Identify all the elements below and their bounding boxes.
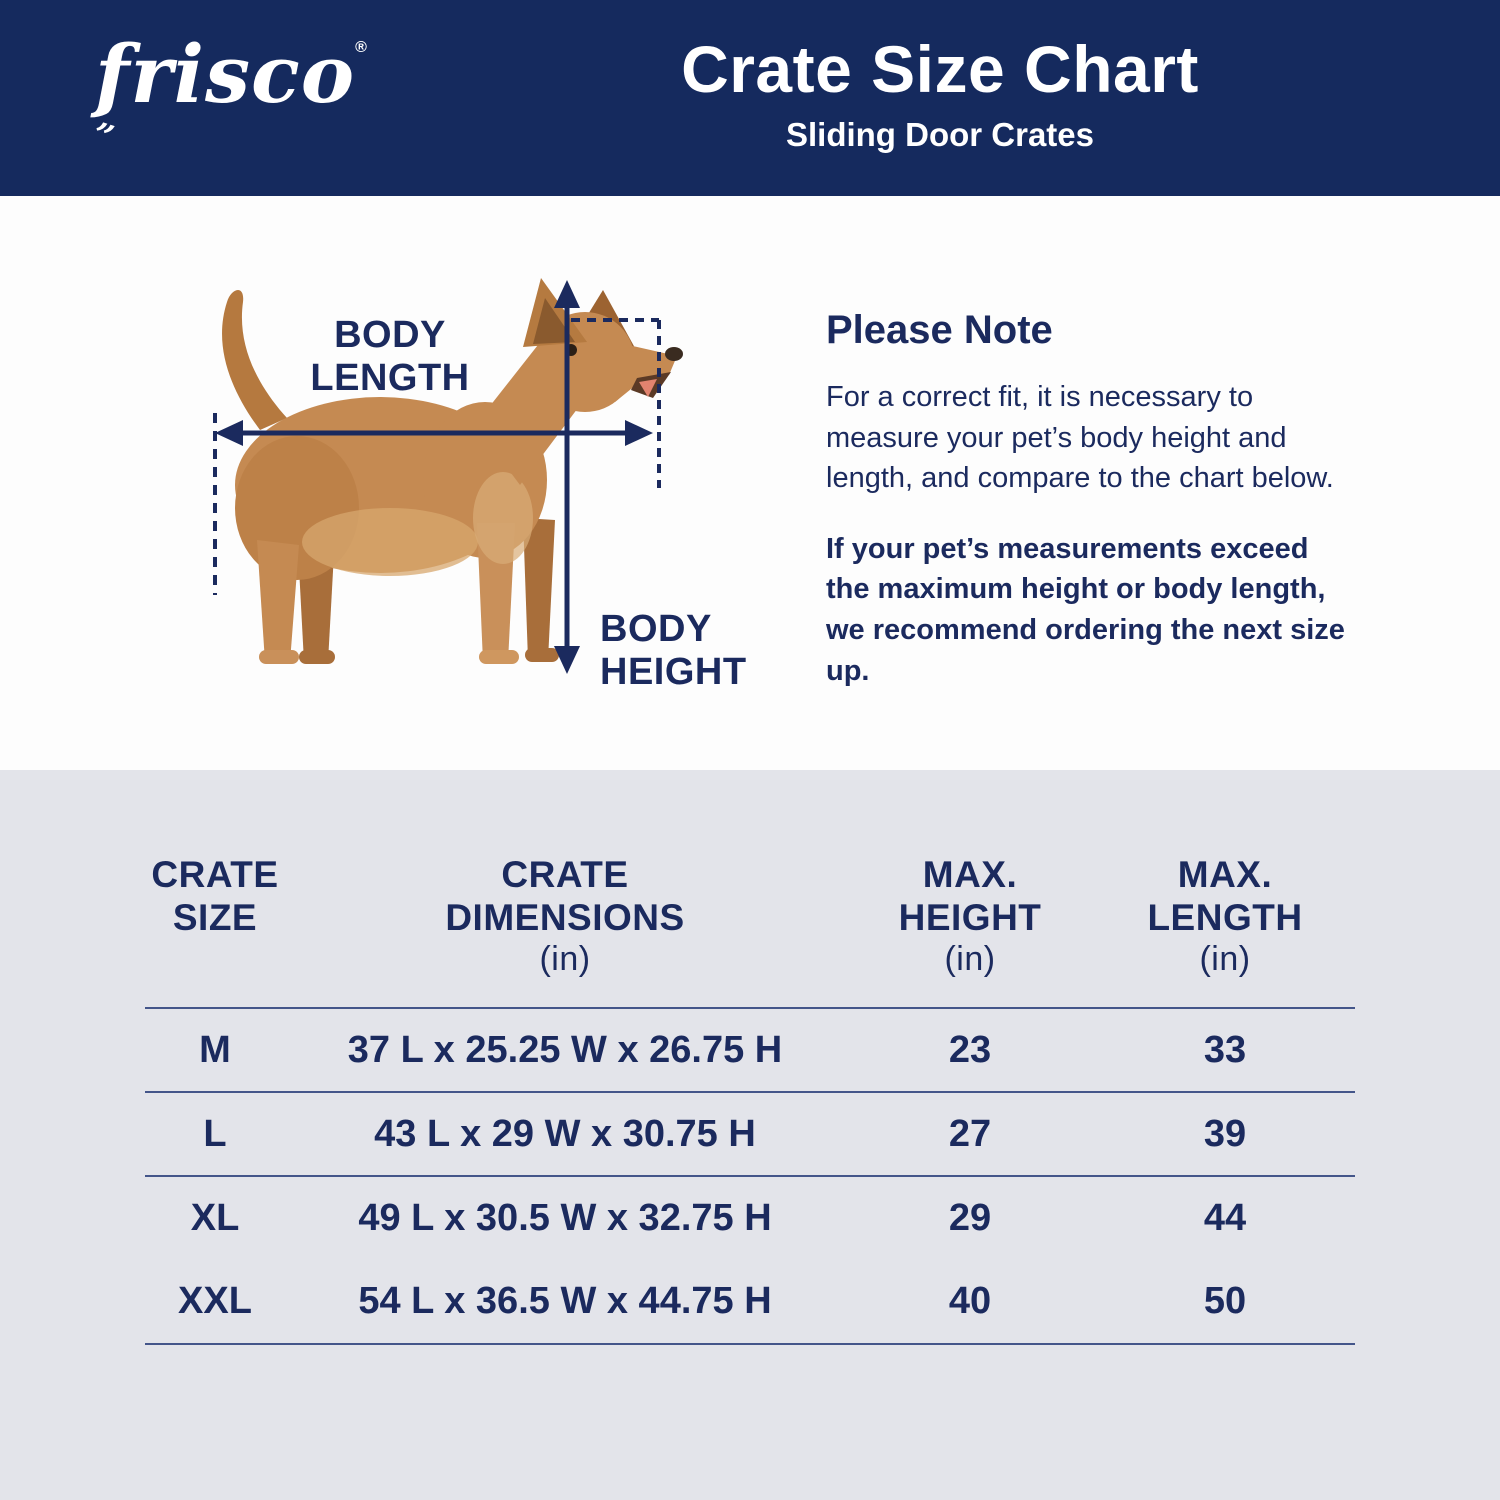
body-length-label: BODY LENGTH [295,314,485,399]
size-table-section: CRATE SIZE CRATE DIMENSIONS (in) MAX. HE… [0,770,1500,1500]
col-header-max-height: MAX. HEIGHT (in) [898,854,1042,978]
measurement-arrows [213,280,661,674]
cell-max-height: 23 [948,1028,992,1071]
body-height-line2: HEIGHT [600,650,747,693]
dog-illustration [222,278,683,664]
header-banner: frisco®” by chewy Crate Size Chart Slidi… [0,0,1500,231]
cell-dimensions: 37 L x 25.25 W x 26.75 H [347,1028,783,1071]
header-titles: Crate Size Chart Sliding Door Crates [380,0,1500,154]
cell-max-height: 40 [948,1279,992,1322]
table-row: M 37 L x 25.25 W x 26.75 H 23 33 [145,1007,1355,1091]
table-row: XXL 54 L x 36.5 W x 44.75 H 40 50 [145,1259,1355,1343]
cell-max-height: 29 [948,1196,992,1239]
cell-size: M [199,1028,231,1071]
cell-size: XL [190,1196,240,1239]
registered-trademark-icon: ® [355,39,368,56]
table-bottom-divider [145,1343,1355,1346]
note-bold-paragraph: If your pet’s measurements exceed the ma… [826,532,1345,687]
measurement-section: BODY LENGTH BODY HEIGHT Please Note For … [0,196,1500,770]
col-header-crate-dimensions: CRATE DIMENSIONS (in) [445,854,685,978]
table-header-row: CRATE SIZE CRATE DIMENSIONS (in) MAX. HE… [145,854,1355,1007]
cell-dimensions: 54 L x 36.5 W x 44.75 H [358,1279,772,1322]
cell-max-length: 44 [1203,1196,1247,1239]
cell-size: XXL [178,1279,252,1322]
logo-accent-marks-icon: ” [87,114,120,160]
table-row: XL 49 L x 30.5 W x 32.75 H 29 44 [145,1175,1355,1259]
frisco-wordmark: frisco®” [87,34,380,194]
cell-dimensions: 49 L x 30.5 W x 32.75 H [358,1196,772,1239]
col-header-crate-size: CRATE SIZE [151,854,279,938]
note-paragraph: For a correct fit, it is necessary to me… [826,381,1334,495]
please-note-block: Please Note For a correct fit, it is nec… [826,308,1351,691]
page-subtitle: Sliding Door Crates [785,116,1095,153]
cell-max-length: 50 [1203,1279,1247,1322]
cell-dimensions: 43 L x 29 W x 30.75 H [374,1112,756,1155]
cell-max-length: 39 [1203,1112,1247,1155]
crate-size-table: CRATE SIZE CRATE DIMENSIONS (in) MAX. HE… [145,770,1355,1343]
frisco-brand-text: frisco [95,27,356,121]
dog-measurement-diagram [213,278,683,674]
page-title: Crate Size Chart [681,32,1199,106]
body-length-line2: LENGTH [310,356,470,399]
col-header-max-length: MAX. LENGTH (in) [1147,854,1303,978]
body-height-line1: BODY [600,608,712,650]
note-heading: Please Note [826,308,1053,352]
cell-max-height: 27 [948,1112,992,1155]
cell-max-length: 33 [1203,1028,1247,1071]
table-row: L 43 L x 29 W x 30.75 H 27 39 [145,1091,1355,1175]
body-length-line1: BODY [334,314,446,356]
body-height-label: BODY HEIGHT [600,608,800,693]
cell-size: L [203,1112,227,1155]
